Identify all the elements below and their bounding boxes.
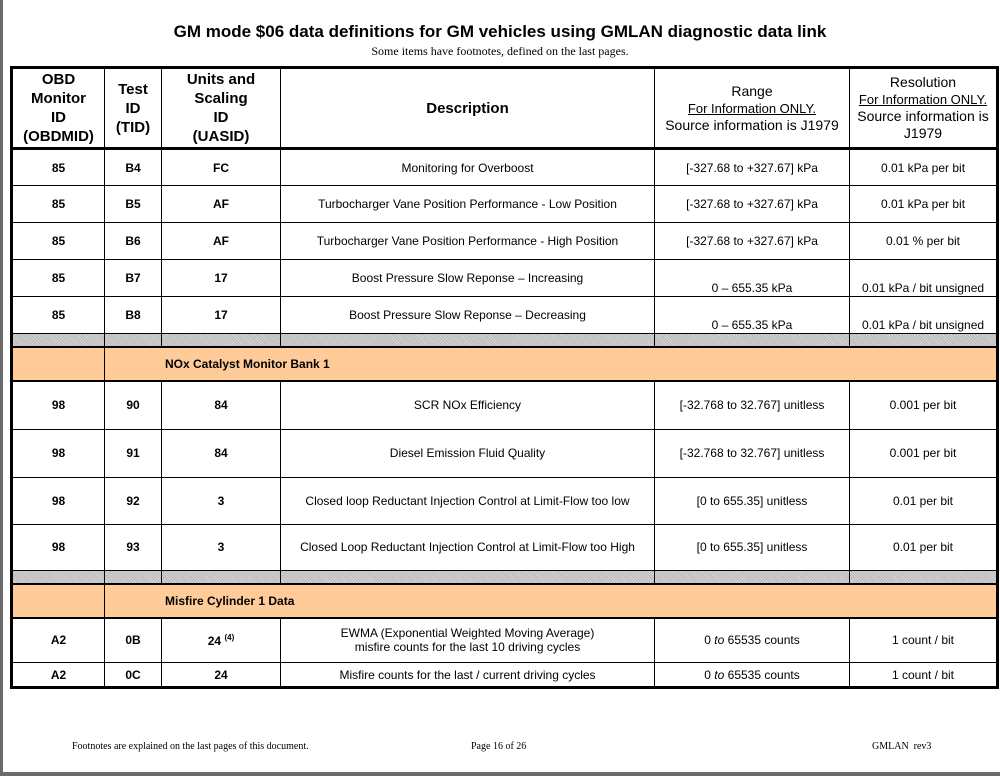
uasid-cell: FC (161, 148, 281, 186)
resolution-cell: 0.01 kPa per bit (849, 185, 998, 223)
header-uasid: Units and Scaling ID (UASID) (161, 67, 281, 149)
table-row: 98 92 3 Closed loop Reductant Injection Con… (11, 476, 998, 525)
description-cell: EWMA (Exponential Weighted Moving Averag… (280, 617, 655, 663)
obdmid-cell: 85 (11, 296, 105, 334)
uasid-cell: AF (161, 222, 281, 260)
tid-cell: B6 (104, 222, 162, 260)
uasid-cell: 84 (161, 428, 281, 478)
description-cell: Closed Loop Reductant Injection Control … (280, 523, 655, 571)
description-cell: Diesel Emission Fluid Quality (280, 428, 655, 478)
description-cell: Turbocharger Vane Position Performance -… (280, 222, 655, 260)
range-cell: [0 to 655.35] unitless (654, 523, 850, 571)
table-row: 85 B4 FC Monitoring for Overboost [-327.68 t… (11, 148, 998, 186)
tid-cell: 91 (104, 428, 162, 478)
obdmid-cell: 98 (11, 380, 105, 430)
header-resolution: Resolution For Information ONLY. Source in… (849, 67, 998, 149)
footnote-ref: (4) (224, 632, 235, 642)
resolution-cell: 0.01 kPa / bit unsigned (849, 296, 998, 334)
resolution-cell: 0.001 per bit (849, 428, 998, 478)
description-cell: Misfire counts for the last / current dr… (280, 662, 655, 688)
resolution-cell: 0.01 % per bit (849, 222, 998, 260)
page-subtitle: Some items have footnotes, defined on th… (371, 44, 629, 58)
header-row: OBD Monitor ID (OBDMID) Test ID (TID) Units a… (11, 67, 998, 149)
separator-band (11, 569, 998, 584)
resolution-cell: 1 count / bit (849, 662, 998, 688)
tid-cell: 0B (104, 617, 162, 663)
obdmid-cell: 85 (11, 259, 105, 297)
section-title: Misfire Cylinder 1 Data (104, 582, 998, 619)
range-cell: [-32.768 to 32.767] unitless (654, 428, 850, 478)
window-border (0, 772, 1000, 776)
description-cell: Closed loop Reductant Injection Control … (280, 476, 655, 525)
separator-band (11, 333, 998, 348)
table-row: 98 91 84 Diesel Emission Fluid Quality [-32.… (11, 428, 998, 478)
section-title: NOx Catalyst Monitor Bank 1 (104, 346, 998, 382)
table-row: 98 90 84 SCR NOx Efficiency [-32.768 to 32.7… (11, 380, 998, 430)
header-range: Range For Information ONLY. Source informa… (654, 67, 850, 149)
tid-cell: 90 (104, 380, 162, 430)
obdmid-cell: 98 (11, 476, 105, 525)
resolution-cell: 0.01 per bit (849, 476, 998, 525)
tid-cell: B7 (104, 259, 162, 297)
uasid-cell: 17 (161, 296, 281, 334)
uasid-cell: 17 (161, 259, 281, 297)
tid-cell: B5 (104, 185, 162, 223)
uasid-cell: 84 (161, 380, 281, 430)
obdmid-cell: 85 (11, 148, 105, 186)
mode06-table: OBD Monitor ID (OBDMID) Test ID (TID) Units a… (10, 66, 999, 689)
table-row: A2 0C 24 Misfire counts for the last / c… (11, 662, 998, 688)
table-row: 85 B6 AF Turbocharger Vane Position Perform… (11, 222, 998, 260)
tid-cell: 0C (104, 662, 162, 688)
header-obdmid: OBD Monitor ID (OBDMID) (11, 67, 105, 149)
uasid-cell: AF (161, 185, 281, 223)
description-cell: SCR NOx Efficiency (280, 380, 655, 430)
resolution-cell: 0.01 per bit (849, 523, 998, 571)
resolution-cell: 0.01 kPa / bit unsigned (849, 259, 998, 297)
table-row: A2 0B 24 (4) EWMA (Exponential Weighted … (11, 617, 998, 663)
tid-cell: B8 (104, 296, 162, 334)
obdmid-cell: A2 (11, 662, 105, 688)
uasid-cell: 3 (161, 523, 281, 571)
table-row: 85 B5 AF Turbocharger Vane Position Perform… (11, 185, 998, 223)
range-cell: [-32.768 to 32.767] unitless (654, 380, 850, 430)
obdmid-cell: A2 (11, 617, 105, 663)
page-title: GM mode $06 data definitions for GM vehi… (173, 22, 827, 41)
section-header-nox: NOx Catalyst Monitor Bank 1 (11, 346, 998, 382)
resolution-cell: 1 count / bit (849, 617, 998, 663)
tid-cell: B4 (104, 148, 162, 186)
tid-cell: 92 (104, 476, 162, 525)
resolution-cell: 0.001 per bit (849, 380, 998, 430)
uasid-cell: 3 (161, 476, 281, 525)
document-revision: GMLAN rev3 (872, 741, 932, 752)
obdmid-cell: 98 (11, 523, 105, 571)
obdmid-cell: 85 (11, 222, 105, 260)
page-number: Page 16 of 26 (471, 741, 527, 752)
uasid-cell: 24 (161, 662, 281, 688)
range-cell: 0 to 65535 counts (654, 662, 850, 688)
footer-note: Footnotes are explained on the last page… (72, 741, 309, 752)
tid-cell: 93 (104, 523, 162, 571)
table-row: 98 93 3 Closed Loop Reductant Injection Con… (11, 523, 998, 571)
range-cell: [-327.68 to +327.67] kPa (654, 222, 850, 260)
window-border (0, 0, 3, 776)
resolution-cell: 0.01 kPa per bit (849, 148, 998, 186)
range-cell: 0 – 655.35 kPa (654, 296, 850, 334)
table-row: 85 B7 17 Boost Pressure Slow Reponse – Incr… (11, 259, 998, 297)
header-tid: Test ID (TID) (104, 67, 162, 149)
range-cell: [-327.68 to +327.67] kPa (654, 185, 850, 223)
section-header-misfire: Misfire Cylinder 1 Data (11, 582, 998, 619)
description-cell: Turbocharger Vane Position Performance -… (280, 185, 655, 223)
description-cell: Boost Pressure Slow Reponse – Decreasing (280, 296, 655, 334)
header-description: Description (280, 67, 655, 149)
description-cell: Boost Pressure Slow Reponse – Increasing (280, 259, 655, 297)
obdmid-cell: 85 (11, 185, 105, 223)
range-cell: 0 – 655.35 kPa (654, 259, 850, 297)
range-cell: 0 to 65535 counts (654, 617, 850, 663)
table-row: 85 B8 17 Boost Pressure Slow Reponse – Decr… (11, 296, 998, 334)
range-cell: [0 to 655.35] unitless (654, 476, 850, 525)
uasid-cell: 24 (4) (161, 617, 281, 663)
description-cell: Monitoring for Overboost (280, 148, 655, 186)
range-cell: [-327.68 to +327.67] kPa (654, 148, 850, 186)
obdmid-cell: 98 (11, 428, 105, 478)
